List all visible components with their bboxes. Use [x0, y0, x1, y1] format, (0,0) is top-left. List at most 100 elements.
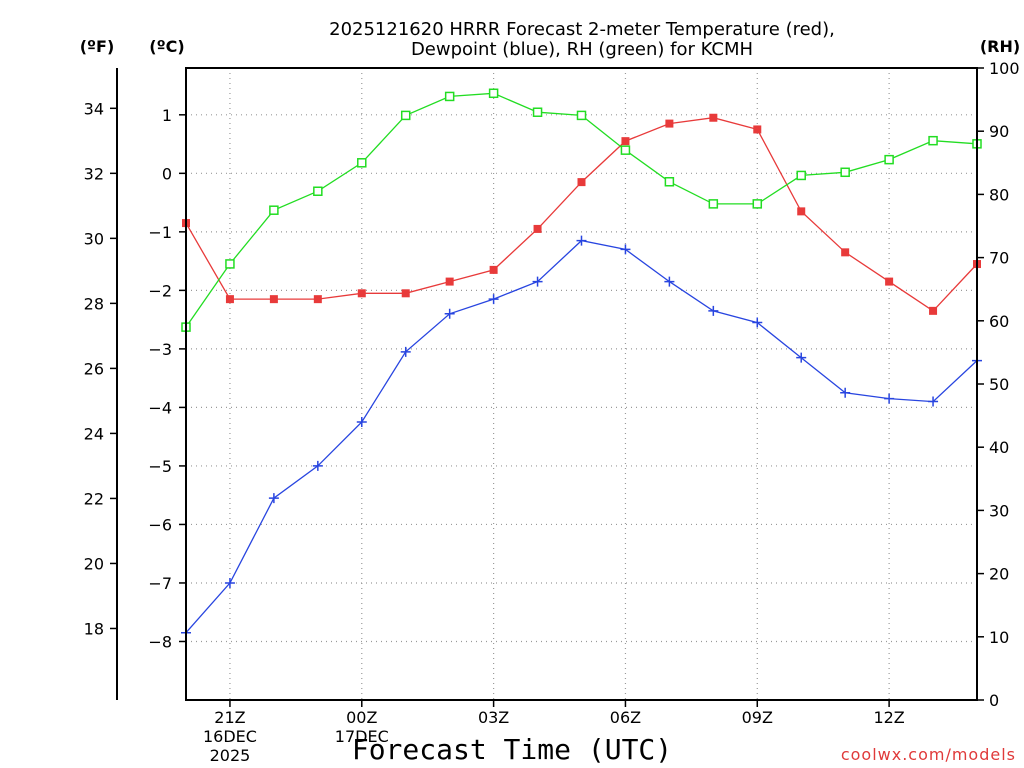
dewpoint-point [532, 276, 543, 287]
rh-tick-label: 80 [989, 185, 1009, 204]
rh-tick-label: 90 [989, 122, 1009, 141]
fahrenheit-tick-label: 22 [84, 489, 104, 508]
fahrenheit-tick-label: 34 [84, 99, 104, 118]
fahrenheit-tick-label: 24 [84, 424, 104, 443]
dewpoint-point [224, 577, 235, 588]
x-axis-label: Forecast Time (UTC) [352, 733, 672, 766]
x-tick-label: 21Z [214, 708, 245, 727]
rh-tick-label: 0 [989, 691, 999, 710]
fahrenheit-tick-label: 20 [84, 554, 104, 573]
temperature-point [665, 119, 674, 128]
temperature-point [753, 125, 762, 134]
x-tick-label: 00Z [346, 708, 377, 727]
plot-frame [185, 67, 978, 701]
rh-unit-label: (RH) [980, 37, 1020, 56]
temperature-point [885, 277, 894, 286]
dewpoint-point [884, 393, 895, 404]
rh-point [928, 135, 938, 146]
rh-tick-label: 30 [989, 501, 1009, 520]
fahrenheit-tick-label: 30 [84, 229, 104, 248]
rh-tick-label: 40 [989, 438, 1009, 457]
temperature-point [445, 277, 454, 286]
celsius-tick-label: −1 [148, 223, 172, 242]
celsius-tick-label: 0 [162, 164, 172, 183]
temperature-point [577, 178, 586, 187]
celsius-tick-label: −8 [148, 632, 172, 651]
temperature-point [797, 207, 806, 216]
dewpoint-point [664, 276, 675, 287]
dewpoint-point [796, 352, 807, 363]
fahrenheit-tick-label: 32 [84, 164, 104, 183]
rh-tick-label: 100 [989, 59, 1020, 78]
rh-tick-label: 50 [989, 375, 1009, 394]
dewpoint-point [400, 346, 411, 357]
dewpoint-point [576, 235, 587, 246]
axis-ticks: 10−1−2−3−4−5−6−7−83432302826242220181009… [84, 59, 1020, 765]
temperature-point [533, 224, 542, 233]
x-tick-sublabel: 2025 [210, 746, 251, 765]
rh-tick-label: 60 [989, 312, 1009, 331]
dewpoint-point [488, 294, 499, 305]
celsius-tick-label: −6 [148, 515, 172, 534]
dewpoint-point [444, 308, 455, 319]
dewpoint-point [840, 387, 851, 398]
fahrenheit-tick-label: 28 [84, 294, 104, 313]
x-tick-label: 03Z [478, 708, 509, 727]
rh-point [313, 186, 323, 196]
temperature-point [489, 265, 498, 274]
celsius-unit-label: (ºC) [149, 37, 184, 56]
rh-tick-label: 10 [989, 628, 1009, 647]
x-tick-sublabel: 17DEC [335, 727, 389, 746]
rh-point [796, 170, 806, 181]
temperature-point [929, 306, 938, 315]
credit-text: coolwx.com/models [841, 745, 1016, 764]
temperature-point [269, 295, 278, 304]
x-tick-sublabel: 16DEC [203, 727, 257, 746]
celsius-tick-label: −5 [148, 457, 172, 476]
fahrenheit-unit-label: (ºF) [80, 37, 115, 56]
celsius-tick-label: −3 [148, 340, 172, 359]
grid-lines [186, 68, 977, 700]
rh-point [840, 167, 850, 178]
rh-point [444, 91, 455, 102]
temperature-point [357, 289, 366, 298]
rh-series-line [185, 92, 978, 328]
x-tick-label: 06Z [610, 708, 641, 727]
dewpoint-point [708, 305, 719, 316]
rh-point [752, 199, 763, 209]
temperature-point [709, 113, 718, 122]
dewpoint-point [268, 493, 279, 504]
rh-point [225, 259, 235, 269]
celsius-tick-label: −7 [148, 574, 172, 593]
rh-point [664, 177, 675, 187]
rh-point [532, 107, 543, 117]
celsius-tick-label: 1 [162, 106, 172, 125]
fahrenheit-tick-label: 18 [84, 619, 104, 638]
chart-title-line-1: 2025121620 HRRR Forecast 2-meter Tempera… [329, 19, 835, 40]
temperature-point [621, 137, 630, 146]
celsius-tick-label: −2 [148, 281, 172, 300]
rh-point [884, 154, 894, 165]
temperature-point [841, 248, 850, 257]
rh-point [488, 88, 499, 99]
rh-tick-label: 20 [989, 565, 1009, 584]
temperature-point [225, 295, 234, 304]
dewpoint-point [356, 417, 367, 428]
rh-point [576, 110, 587, 121]
x-tick-label: 12Z [873, 708, 904, 727]
dewpoint-point [620, 244, 631, 255]
rh-point [620, 145, 631, 155]
temperature-point [401, 289, 410, 298]
rh-point [708, 199, 719, 209]
dewpoint-point [752, 317, 763, 328]
rh-tick-label: 70 [989, 249, 1009, 268]
series-layer [181, 88, 982, 638]
dewpoint-point [312, 460, 323, 471]
celsius-tick-label: −4 [148, 398, 172, 417]
x-tick-label: 09Z [742, 708, 773, 727]
rh-point [269, 205, 279, 215]
chart-title-line-2: Dewpoint (blue), RH (green) for KCMH [411, 39, 753, 60]
temperature-series-line [185, 117, 978, 312]
dewpoint-point [928, 396, 939, 407]
